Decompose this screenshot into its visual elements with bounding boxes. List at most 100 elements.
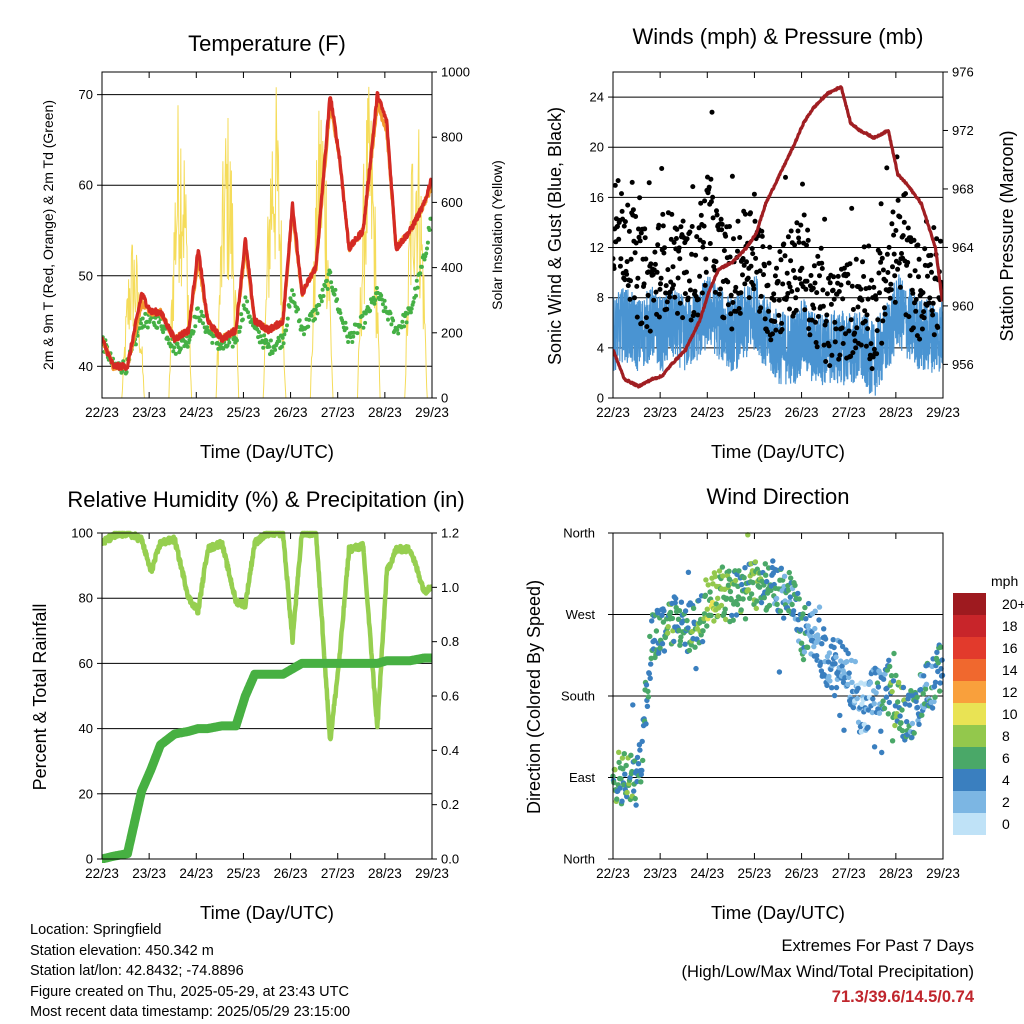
direction-point bbox=[742, 616, 749, 622]
gust-point bbox=[785, 291, 791, 296]
gust-point bbox=[744, 259, 749, 265]
direction-point bbox=[718, 602, 725, 609]
gust-point bbox=[813, 340, 819, 345]
direction-point bbox=[781, 573, 788, 579]
direction-point bbox=[869, 709, 875, 716]
direction-point bbox=[802, 604, 808, 611]
direction-point bbox=[816, 617, 822, 623]
direction-point bbox=[822, 636, 829, 642]
dewpoint-point bbox=[285, 323, 289, 328]
gust-point bbox=[627, 296, 633, 302]
direction-point bbox=[841, 670, 848, 677]
direction-point bbox=[710, 581, 716, 587]
dewpoint-point bbox=[329, 280, 334, 285]
dewpoint-point bbox=[284, 328, 289, 333]
direction-point bbox=[669, 615, 676, 622]
gust-point bbox=[689, 224, 695, 229]
gust-point bbox=[848, 317, 854, 323]
direction-dots bbox=[610, 532, 946, 808]
gust-point bbox=[632, 250, 638, 256]
direction-point bbox=[938, 666, 944, 672]
gust-point bbox=[677, 300, 683, 306]
gust-point bbox=[741, 262, 747, 268]
direction-point bbox=[923, 681, 930, 687]
gust-point bbox=[910, 290, 916, 296]
direction-point bbox=[762, 561, 768, 567]
legend-swatch bbox=[953, 637, 986, 659]
gust-point bbox=[615, 178, 621, 184]
gust-point bbox=[817, 273, 822, 279]
gust-point bbox=[879, 340, 885, 346]
gust-point bbox=[684, 269, 689, 275]
gust-point bbox=[848, 353, 854, 359]
dewpoint-point bbox=[323, 284, 328, 289]
dewpoint-point bbox=[201, 321, 205, 326]
gust-point bbox=[916, 256, 922, 262]
direction-point bbox=[702, 592, 709, 598]
direction-point bbox=[727, 588, 734, 595]
gust-point bbox=[859, 297, 865, 303]
direction-point bbox=[618, 776, 624, 782]
gust-point bbox=[780, 281, 786, 287]
dewpoint-point bbox=[292, 301, 297, 305]
gust-point bbox=[635, 275, 641, 281]
gust-point bbox=[692, 288, 698, 294]
direction-point bbox=[889, 688, 895, 695]
gust-point bbox=[822, 216, 828, 222]
dewpoint-point bbox=[368, 308, 373, 313]
dewpoint-point bbox=[285, 316, 290, 321]
gust-point bbox=[784, 294, 790, 300]
direction-point bbox=[624, 793, 630, 800]
dewpoint-point bbox=[262, 333, 267, 338]
direction-point bbox=[659, 612, 665, 618]
gust-point bbox=[758, 305, 764, 311]
humidity-title: Relative Humidity (%) & Precipitation (i… bbox=[67, 487, 464, 512]
legend-swatch bbox=[953, 703, 986, 725]
gust-point bbox=[729, 326, 735, 332]
dewpoint-point bbox=[338, 311, 343, 315]
gust-point bbox=[874, 351, 880, 357]
dewpoint-point bbox=[427, 228, 432, 232]
direction-point bbox=[829, 685, 835, 691]
direction-point bbox=[824, 682, 830, 689]
gust-dots bbox=[613, 109, 943, 372]
gust-point bbox=[645, 292, 651, 298]
gust-point bbox=[858, 342, 864, 348]
direction-point bbox=[931, 683, 938, 690]
direction-point bbox=[787, 594, 793, 600]
direction-point bbox=[619, 798, 625, 804]
dewpoint-point bbox=[408, 310, 413, 315]
gust-point bbox=[831, 296, 837, 302]
gust-point bbox=[873, 296, 879, 302]
gust-point bbox=[801, 212, 807, 218]
direction-point bbox=[841, 727, 847, 733]
winds-x-tick-label: 23/23 bbox=[643, 405, 677, 420]
dewpoint-point bbox=[302, 332, 306, 337]
dewpoint-point bbox=[227, 340, 232, 345]
direction-point bbox=[703, 577, 709, 583]
dewpoint-point bbox=[389, 322, 394, 327]
temperature-y2-tick-label: 200 bbox=[441, 325, 463, 340]
gust-point bbox=[650, 272, 656, 278]
gust-point bbox=[896, 260, 902, 266]
direction-point bbox=[838, 658, 844, 664]
gust-point bbox=[912, 268, 918, 274]
direction-x-tick-label: 29/23 bbox=[926, 866, 960, 881]
gust-point bbox=[821, 342, 827, 348]
gust-point bbox=[695, 296, 701, 302]
direction-point bbox=[651, 637, 658, 644]
direction-point bbox=[881, 705, 888, 712]
dewpoint-point bbox=[287, 304, 292, 309]
direction-point bbox=[632, 795, 638, 802]
dewpoint-point bbox=[402, 324, 407, 329]
humidity-x-tick-label: 26/23 bbox=[274, 866, 308, 881]
gust-point bbox=[911, 237, 917, 243]
gust-point bbox=[829, 352, 835, 358]
gust-point bbox=[866, 285, 872, 291]
gust-point bbox=[630, 207, 636, 213]
direction-point bbox=[638, 779, 644, 785]
direction-point bbox=[647, 675, 653, 681]
direction-point bbox=[720, 573, 726, 579]
dewpoint-point bbox=[414, 278, 419, 283]
gust-point bbox=[890, 209, 896, 215]
